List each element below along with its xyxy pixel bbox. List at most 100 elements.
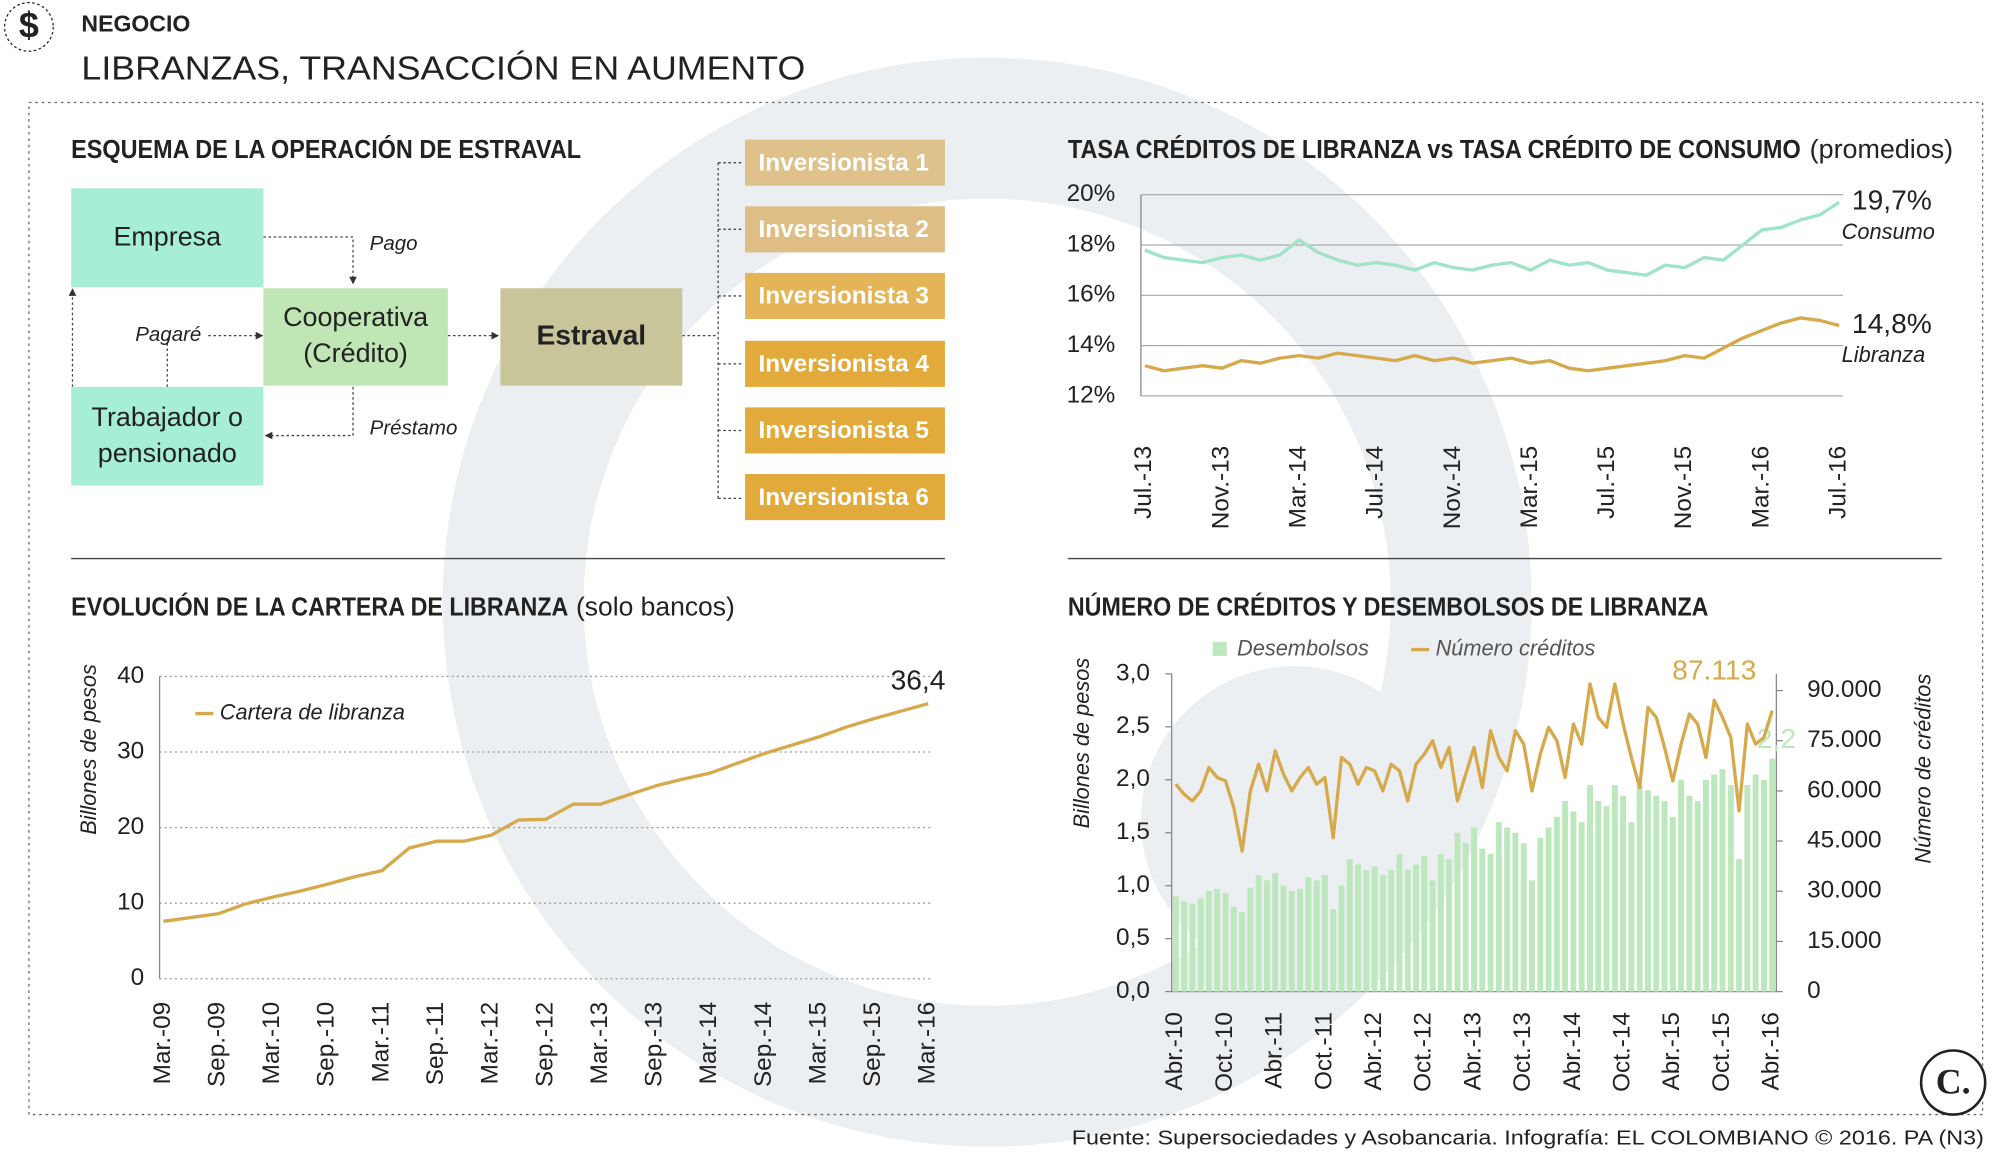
bar (1702, 779, 1709, 992)
bar (1562, 800, 1569, 992)
x-tick-label: Oct.-15 (1708, 1012, 1735, 1092)
y-tick-label: 20 (117, 813, 144, 840)
line (1144, 200, 1841, 277)
bar (1272, 872, 1279, 992)
x-tick-label: Abr.-14 (1559, 1012, 1586, 1090)
bar (1330, 908, 1337, 992)
y-axis-label: Billones de pesos (76, 664, 101, 835)
y-tick-label: 2,5 (1116, 712, 1150, 739)
node-label: Inversionista 3 (759, 283, 929, 310)
bar (1669, 816, 1676, 992)
line (163, 702, 929, 923)
page-title: LIBRANZAS, TRANSACCIÓN EN AUMENTO (81, 49, 805, 87)
bar (1661, 800, 1668, 992)
x-tick-label: Nov.-14 (1439, 446, 1466, 529)
x-tick-label: Oct.-13 (1509, 1012, 1536, 1092)
x-tick-label: Mar.-09 (149, 1002, 176, 1084)
y-tick-label: 18% (1067, 230, 1116, 257)
data-label: 14,8% (1852, 307, 1932, 339)
bar (1586, 785, 1593, 992)
bar (1239, 912, 1246, 992)
bar (1570, 811, 1577, 992)
bar (1181, 901, 1188, 992)
bar (1280, 885, 1287, 992)
chart-title: TASA CRÉDITOS DE LIBRANZA vs TASA CRÉDIT… (1068, 135, 1801, 164)
x-tick-label: Oct.-11 (1310, 1012, 1337, 1090)
y-axis-label: Billones de pesos (1069, 658, 1094, 829)
node-label: Inversionista 6 (759, 484, 929, 511)
bar (1297, 888, 1304, 992)
x-tick-label: Mar.-14 (1284, 446, 1311, 528)
node (71, 386, 264, 486)
x-tick-label: Sep.-15 (859, 1002, 886, 1087)
node (500, 288, 683, 386)
node-label: Trabajador o (92, 402, 243, 432)
diagram-title: ESQUEMA DE LA OPERACIÓN DE ESTRAVAL (71, 134, 581, 164)
edge-label: Pago (370, 232, 418, 255)
x-tick-label: Mar.-12 (477, 1002, 504, 1084)
watermark (442, 57, 1532, 1147)
bar (1462, 843, 1469, 992)
x-tick-label: Oct.-12 (1410, 1012, 1437, 1092)
bar (1379, 875, 1386, 992)
bar (1338, 885, 1345, 992)
bar (1686, 795, 1693, 992)
bar (1446, 859, 1453, 992)
x-tick-label: Sep.-12 (531, 1002, 558, 1087)
node-label: Inversionista 5 (759, 417, 929, 444)
bar (1396, 853, 1403, 992)
logo (1919, 1049, 1987, 1116)
x-tick-label: Mar.-15 (804, 1002, 831, 1084)
bar (1346, 859, 1353, 992)
node (745, 340, 945, 387)
x-tick-label: Mar.-14 (695, 1002, 722, 1084)
x-tick-label: Sep.-10 (313, 1002, 340, 1087)
bar (1205, 890, 1212, 992)
icon (3, 1, 54, 52)
bar (1172, 896, 1179, 992)
y2-tick-label: 0 (1807, 977, 1821, 1004)
line (1174, 682, 1774, 853)
x-tick-label: Abr.-13 (1459, 1012, 1486, 1090)
y-tick-label: 0,0 (1116, 977, 1150, 1004)
legend-label: Cartera de libranza (220, 699, 405, 724)
legend-label: Consumo (1842, 219, 1935, 244)
data-label: 36,4 (891, 663, 946, 695)
edge (263, 236, 357, 285)
bar (1471, 827, 1477, 992)
bar (1620, 795, 1627, 992)
x-tick-label: Oct.-14 (1609, 1012, 1636, 1092)
bar (1363, 869, 1370, 992)
node (745, 139, 945, 186)
y-tick-label: 12% (1067, 381, 1116, 408)
diagram: Empresa Cooperativa (Crédito) Trabajador… (68, 139, 945, 521)
y-tick-label: 10 (117, 889, 144, 916)
y2-tick-label: 30.000 (1807, 877, 1881, 904)
data-label: 19,7% (1852, 184, 1932, 216)
bar (1644, 790, 1651, 992)
bar (1520, 843, 1527, 992)
bar (1454, 832, 1461, 992)
bar (1305, 877, 1312, 992)
bar (1288, 890, 1295, 992)
node-label: (Crédito) (303, 338, 408, 368)
y2-tick-label: 90.000 (1807, 676, 1881, 703)
x-tick-label: Mar.-13 (586, 1002, 613, 1084)
y-tick-label: 20% (1067, 180, 1116, 207)
bar (1255, 875, 1262, 992)
bar (1230, 906, 1237, 992)
legend-label: Número créditos (1436, 635, 1596, 660)
y2-tick-label: 60.000 (1807, 776, 1881, 803)
bar (1611, 785, 1618, 992)
icon-text: $ (19, 6, 39, 46)
edge (682, 162, 744, 499)
legend-label: Libranza (1842, 342, 1926, 367)
bar (1711, 774, 1718, 992)
bar (1214, 888, 1221, 992)
edge-label: Préstamo (370, 417, 458, 440)
x-tick-label: Abr.-12 (1360, 1012, 1387, 1090)
x-tick-label: Nov.-13 (1207, 446, 1234, 529)
bar (1388, 869, 1395, 992)
bar (1479, 848, 1486, 992)
